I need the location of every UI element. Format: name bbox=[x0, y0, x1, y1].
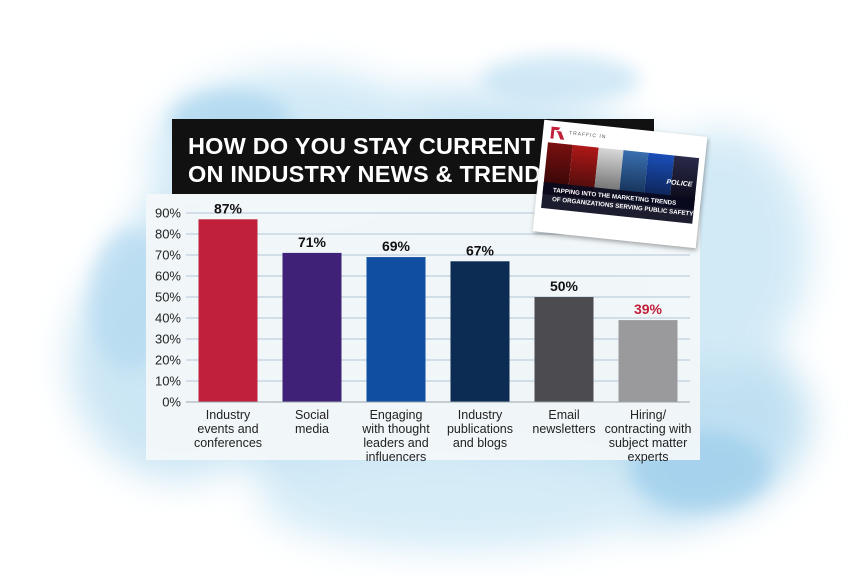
category-label: events and bbox=[197, 422, 258, 436]
y-tick-label: 60% bbox=[155, 269, 181, 284]
y-tick-label: 20% bbox=[155, 353, 181, 368]
category-label: media bbox=[295, 422, 329, 436]
y-tick-label: 80% bbox=[155, 227, 181, 242]
category-label: publications bbox=[447, 422, 513, 436]
category-label: experts bbox=[628, 450, 669, 464]
chart-title-line-2: ON INDUSTRY NEWS & TRENDS? bbox=[188, 161, 572, 187]
category-label: Social bbox=[295, 408, 329, 422]
category-label: subject matter bbox=[609, 436, 688, 450]
y-tick-label: 50% bbox=[155, 290, 181, 305]
report-brand: TRAFFIC IN bbox=[568, 130, 607, 141]
y-tick-label: 40% bbox=[155, 311, 181, 326]
bar bbox=[198, 219, 258, 402]
y-tick-label: 70% bbox=[155, 248, 181, 263]
category-label: contracting with bbox=[605, 422, 692, 436]
category-label: and blogs bbox=[453, 436, 507, 450]
value-label: 87% bbox=[214, 200, 243, 216]
brand-logo-icon bbox=[550, 126, 565, 140]
category-label: leaders and bbox=[363, 436, 428, 450]
bar bbox=[450, 261, 510, 402]
y-tick-label: 0% bbox=[162, 395, 181, 410]
category-label: Email bbox=[548, 408, 579, 422]
bars bbox=[198, 219, 678, 402]
gridlines bbox=[186, 212, 690, 382]
y-tick-label: 10% bbox=[155, 374, 181, 389]
report-cover-image: TRAFFIC IN POLICE TAPPING INTO THE MARKE… bbox=[532, 119, 708, 249]
value-labels: 87% 71% 69% 67% 50% 39% bbox=[214, 200, 663, 317]
bar bbox=[282, 252, 342, 402]
category-label: influencers bbox=[366, 450, 426, 464]
bar bbox=[366, 257, 426, 402]
value-label: 69% bbox=[382, 238, 411, 254]
value-label: 71% bbox=[298, 234, 327, 250]
category-label: Industry bbox=[206, 408, 251, 422]
bar bbox=[618, 320, 678, 402]
category-label: Hiring/ bbox=[630, 408, 667, 422]
y-axis-ticks: 0% 10% 20% 30% 40% 50% 60% 70% 80% 90% bbox=[155, 206, 181, 410]
chart-title-line-1: HOW DO YOU STAY CURRENT bbox=[188, 133, 536, 159]
category-label: Engaging bbox=[370, 408, 423, 422]
category-label: conferences bbox=[194, 436, 262, 450]
value-label: 67% bbox=[466, 242, 495, 258]
y-tick-label: 30% bbox=[155, 332, 181, 347]
category-label: Industry bbox=[458, 408, 503, 422]
bar bbox=[534, 297, 594, 402]
y-tick-label: 90% bbox=[155, 206, 181, 221]
category-label: newsletters bbox=[532, 422, 595, 436]
category-label: with thought bbox=[361, 422, 430, 436]
value-label: 50% bbox=[550, 278, 579, 294]
value-label: 39% bbox=[634, 301, 663, 317]
